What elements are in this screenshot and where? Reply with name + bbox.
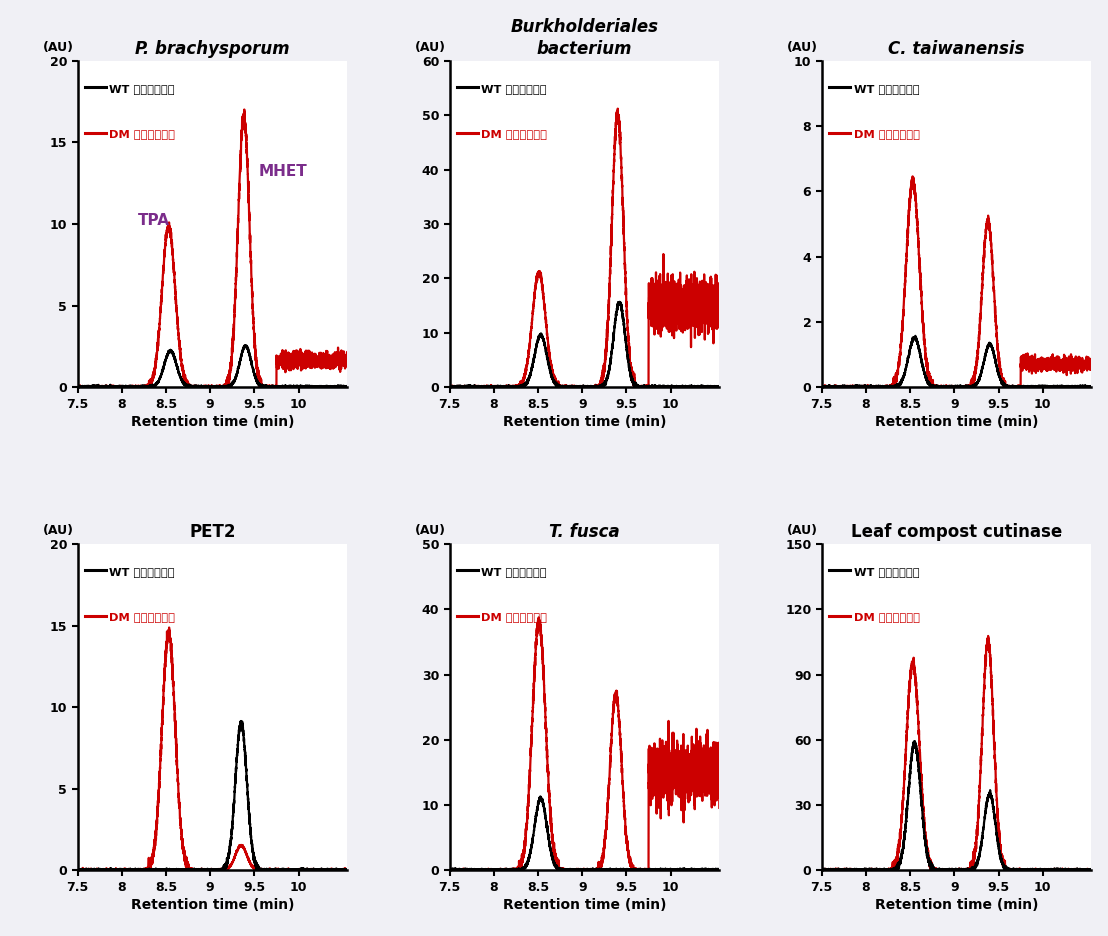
Text: DM （小二元体）: DM （小二元体） [482, 612, 547, 622]
X-axis label: Retention time (min): Retention time (min) [131, 415, 294, 429]
Title: C. taiwanensis: C. taiwanensis [889, 40, 1025, 58]
X-axis label: Retention time (min): Retention time (min) [503, 898, 666, 912]
Text: (AU): (AU) [787, 41, 818, 54]
Text: WT （大二元体）: WT （大二元体） [482, 567, 547, 577]
Title: P. brachysporum: P. brachysporum [135, 40, 289, 58]
X-axis label: Retention time (min): Retention time (min) [503, 415, 666, 429]
Text: WT （大二元体）: WT （大二元体） [110, 567, 175, 577]
Title: PET2: PET2 [189, 523, 236, 541]
Text: DM （小二元体）: DM （小二元体） [853, 612, 920, 622]
Title: Leaf compost cutinase: Leaf compost cutinase [851, 523, 1063, 541]
Title: Burkholderiales
bacterium: Burkholderiales bacterium [511, 18, 658, 58]
Text: (AU): (AU) [414, 524, 445, 537]
X-axis label: Retention time (min): Retention time (min) [131, 898, 294, 912]
Text: WT （大二元体）: WT （大二元体） [110, 83, 175, 94]
Text: MHET: MHET [259, 165, 308, 180]
Text: TPA: TPA [137, 213, 170, 228]
Text: DM （小二元体）: DM （小二元体） [853, 129, 920, 139]
X-axis label: Retention time (min): Retention time (min) [875, 898, 1038, 912]
Text: WT （大二元体）: WT （大二元体） [853, 83, 920, 94]
Text: (AU): (AU) [787, 524, 818, 537]
Text: (AU): (AU) [42, 41, 73, 54]
Text: WT （大二元体）: WT （大二元体） [853, 567, 920, 577]
Text: DM （小二元体）: DM （小二元体） [110, 612, 175, 622]
Text: DM （小二元体）: DM （小二元体） [482, 129, 547, 139]
X-axis label: Retention time (min): Retention time (min) [875, 415, 1038, 429]
Title: T. fusca: T. fusca [550, 523, 619, 541]
Text: DM （小二元体）: DM （小二元体） [110, 129, 175, 139]
Text: (AU): (AU) [414, 41, 445, 54]
Text: WT （大二元体）: WT （大二元体） [482, 83, 547, 94]
Text: (AU): (AU) [42, 524, 73, 537]
